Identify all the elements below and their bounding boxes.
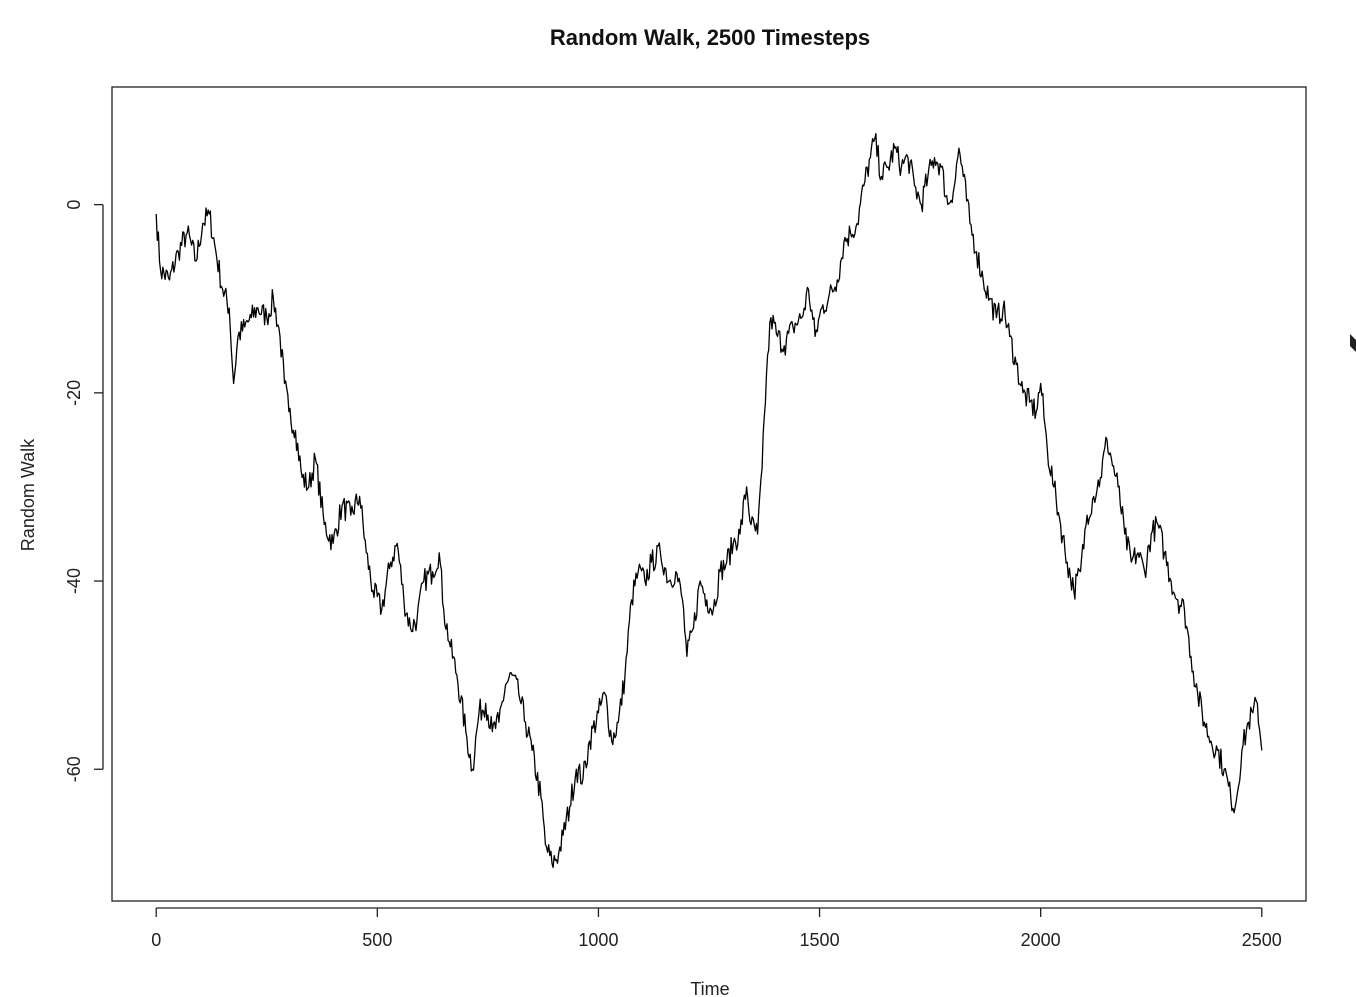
- axes: 0 500 1000 1500 2000 2500 -60 -40 -20 0: [64, 200, 1282, 950]
- y-axis-label: Random Walk: [18, 438, 38, 551]
- random-walk-series-line: [155, 132, 1263, 869]
- y-tick-label: 0: [64, 200, 84, 210]
- y-tick-label: -20: [64, 380, 84, 406]
- plot-frame: [111, 86, 1307, 902]
- chart-title: Random Walk, 2500 Timesteps: [550, 25, 870, 50]
- plot-area: [111, 86, 1307, 902]
- y-tick-label: -60: [64, 756, 84, 782]
- x-tick-label: 1000: [578, 930, 618, 950]
- y-tick-label: -40: [64, 568, 84, 594]
- window-edge-marker-icon: [1350, 334, 1356, 352]
- x-tick-label: 0: [151, 930, 161, 950]
- x-axis-label: Time: [690, 979, 729, 997]
- x-tick-label: 1500: [800, 930, 840, 950]
- x-tick-label: 2500: [1242, 930, 1282, 950]
- x-tick-label: 2000: [1021, 930, 1061, 950]
- x-tick-label: 500: [362, 930, 392, 950]
